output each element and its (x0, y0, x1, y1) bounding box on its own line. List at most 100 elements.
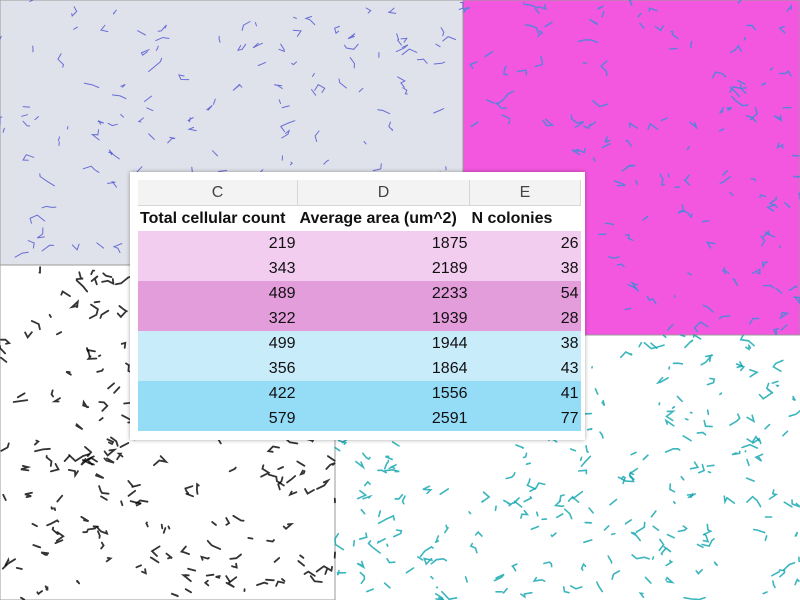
speck (772, 580, 776, 589)
speck (75, 423, 84, 431)
speck (352, 539, 356, 547)
speck (658, 538, 665, 552)
speck (185, 492, 194, 498)
speck (601, 11, 605, 18)
speck (22, 106, 31, 108)
speck (765, 382, 774, 394)
speck (179, 545, 190, 555)
speck (705, 241, 716, 249)
speck (686, 492, 694, 499)
column-header: Average area (um^2) (299, 209, 457, 227)
speck (24, 331, 33, 340)
speck (764, 423, 771, 430)
speck (363, 480, 371, 487)
speck (278, 43, 285, 53)
speck (434, 535, 440, 544)
speck (111, 94, 127, 100)
speck (632, 285, 640, 292)
speck (784, 202, 791, 209)
speck (363, 141, 367, 145)
speck (281, 578, 286, 582)
speck (700, 353, 712, 366)
speck (583, 539, 593, 544)
speck (707, 471, 712, 474)
speck (131, 484, 141, 488)
speck (680, 475, 685, 481)
speck (314, 83, 326, 93)
speck (206, 539, 222, 550)
speck (743, 36, 746, 41)
speck (779, 70, 792, 77)
table-cell: 1864 (431, 359, 468, 377)
speck (388, 7, 397, 14)
speck (206, 105, 213, 111)
speck (731, 450, 741, 456)
table-cell: 422 (268, 384, 296, 402)
speck (523, 2, 539, 9)
speck (582, 62, 588, 65)
speck (693, 321, 709, 333)
speck (468, 511, 472, 515)
speck (68, 453, 90, 463)
speck (34, 116, 39, 121)
speck (696, 431, 707, 436)
speck (112, 243, 123, 254)
column-letter: D (297, 180, 470, 206)
speck (400, 37, 408, 43)
table-cell: 26 (560, 234, 579, 252)
speck (669, 483, 676, 493)
speck (735, 363, 746, 372)
speck (366, 588, 374, 593)
speck (792, 395, 796, 402)
speck (277, 466, 284, 471)
speck (701, 220, 710, 223)
speck (702, 533, 710, 543)
speck (722, 266, 726, 275)
speck (4, 557, 10, 567)
speck (423, 557, 433, 566)
speck (630, 531, 641, 542)
speck (494, 505, 497, 512)
speck (213, 98, 216, 105)
speck (103, 448, 118, 457)
speck (752, 268, 761, 275)
speck (690, 40, 693, 49)
table-body: 219 1875 26 343 2189 38 489 2233 54 322 1939 28 499 1… (138, 231, 581, 431)
speck (57, 53, 65, 68)
speck (768, 196, 778, 206)
speck (113, 9, 117, 15)
speck (100, 541, 105, 550)
speck (508, 497, 520, 507)
speck (338, 78, 347, 89)
speck (563, 508, 573, 520)
speck (746, 495, 762, 508)
speck (86, 355, 98, 360)
speck (315, 565, 333, 573)
speck (660, 117, 668, 122)
speck (127, 489, 137, 497)
speck (578, 469, 588, 475)
speck (103, 457, 115, 464)
speck (511, 563, 518, 572)
speck (68, 299, 80, 309)
speck (274, 84, 283, 89)
speck (719, 176, 731, 184)
speck (96, 368, 104, 373)
speck (719, 392, 723, 396)
speck (638, 342, 643, 348)
speck (14, 251, 29, 258)
speck (761, 82, 767, 86)
speck (178, 74, 190, 81)
speck (665, 559, 673, 567)
speck (758, 392, 772, 400)
table-row: 579 2591 77 (138, 406, 581, 431)
speck (148, 133, 155, 140)
speck (48, 313, 52, 318)
speck (56, 331, 63, 336)
speck (718, 128, 725, 132)
speck (323, 159, 329, 165)
table-row: 422 1556 41 (138, 381, 581, 406)
speck (620, 351, 633, 359)
speck (600, 60, 608, 76)
speck (123, 402, 132, 405)
